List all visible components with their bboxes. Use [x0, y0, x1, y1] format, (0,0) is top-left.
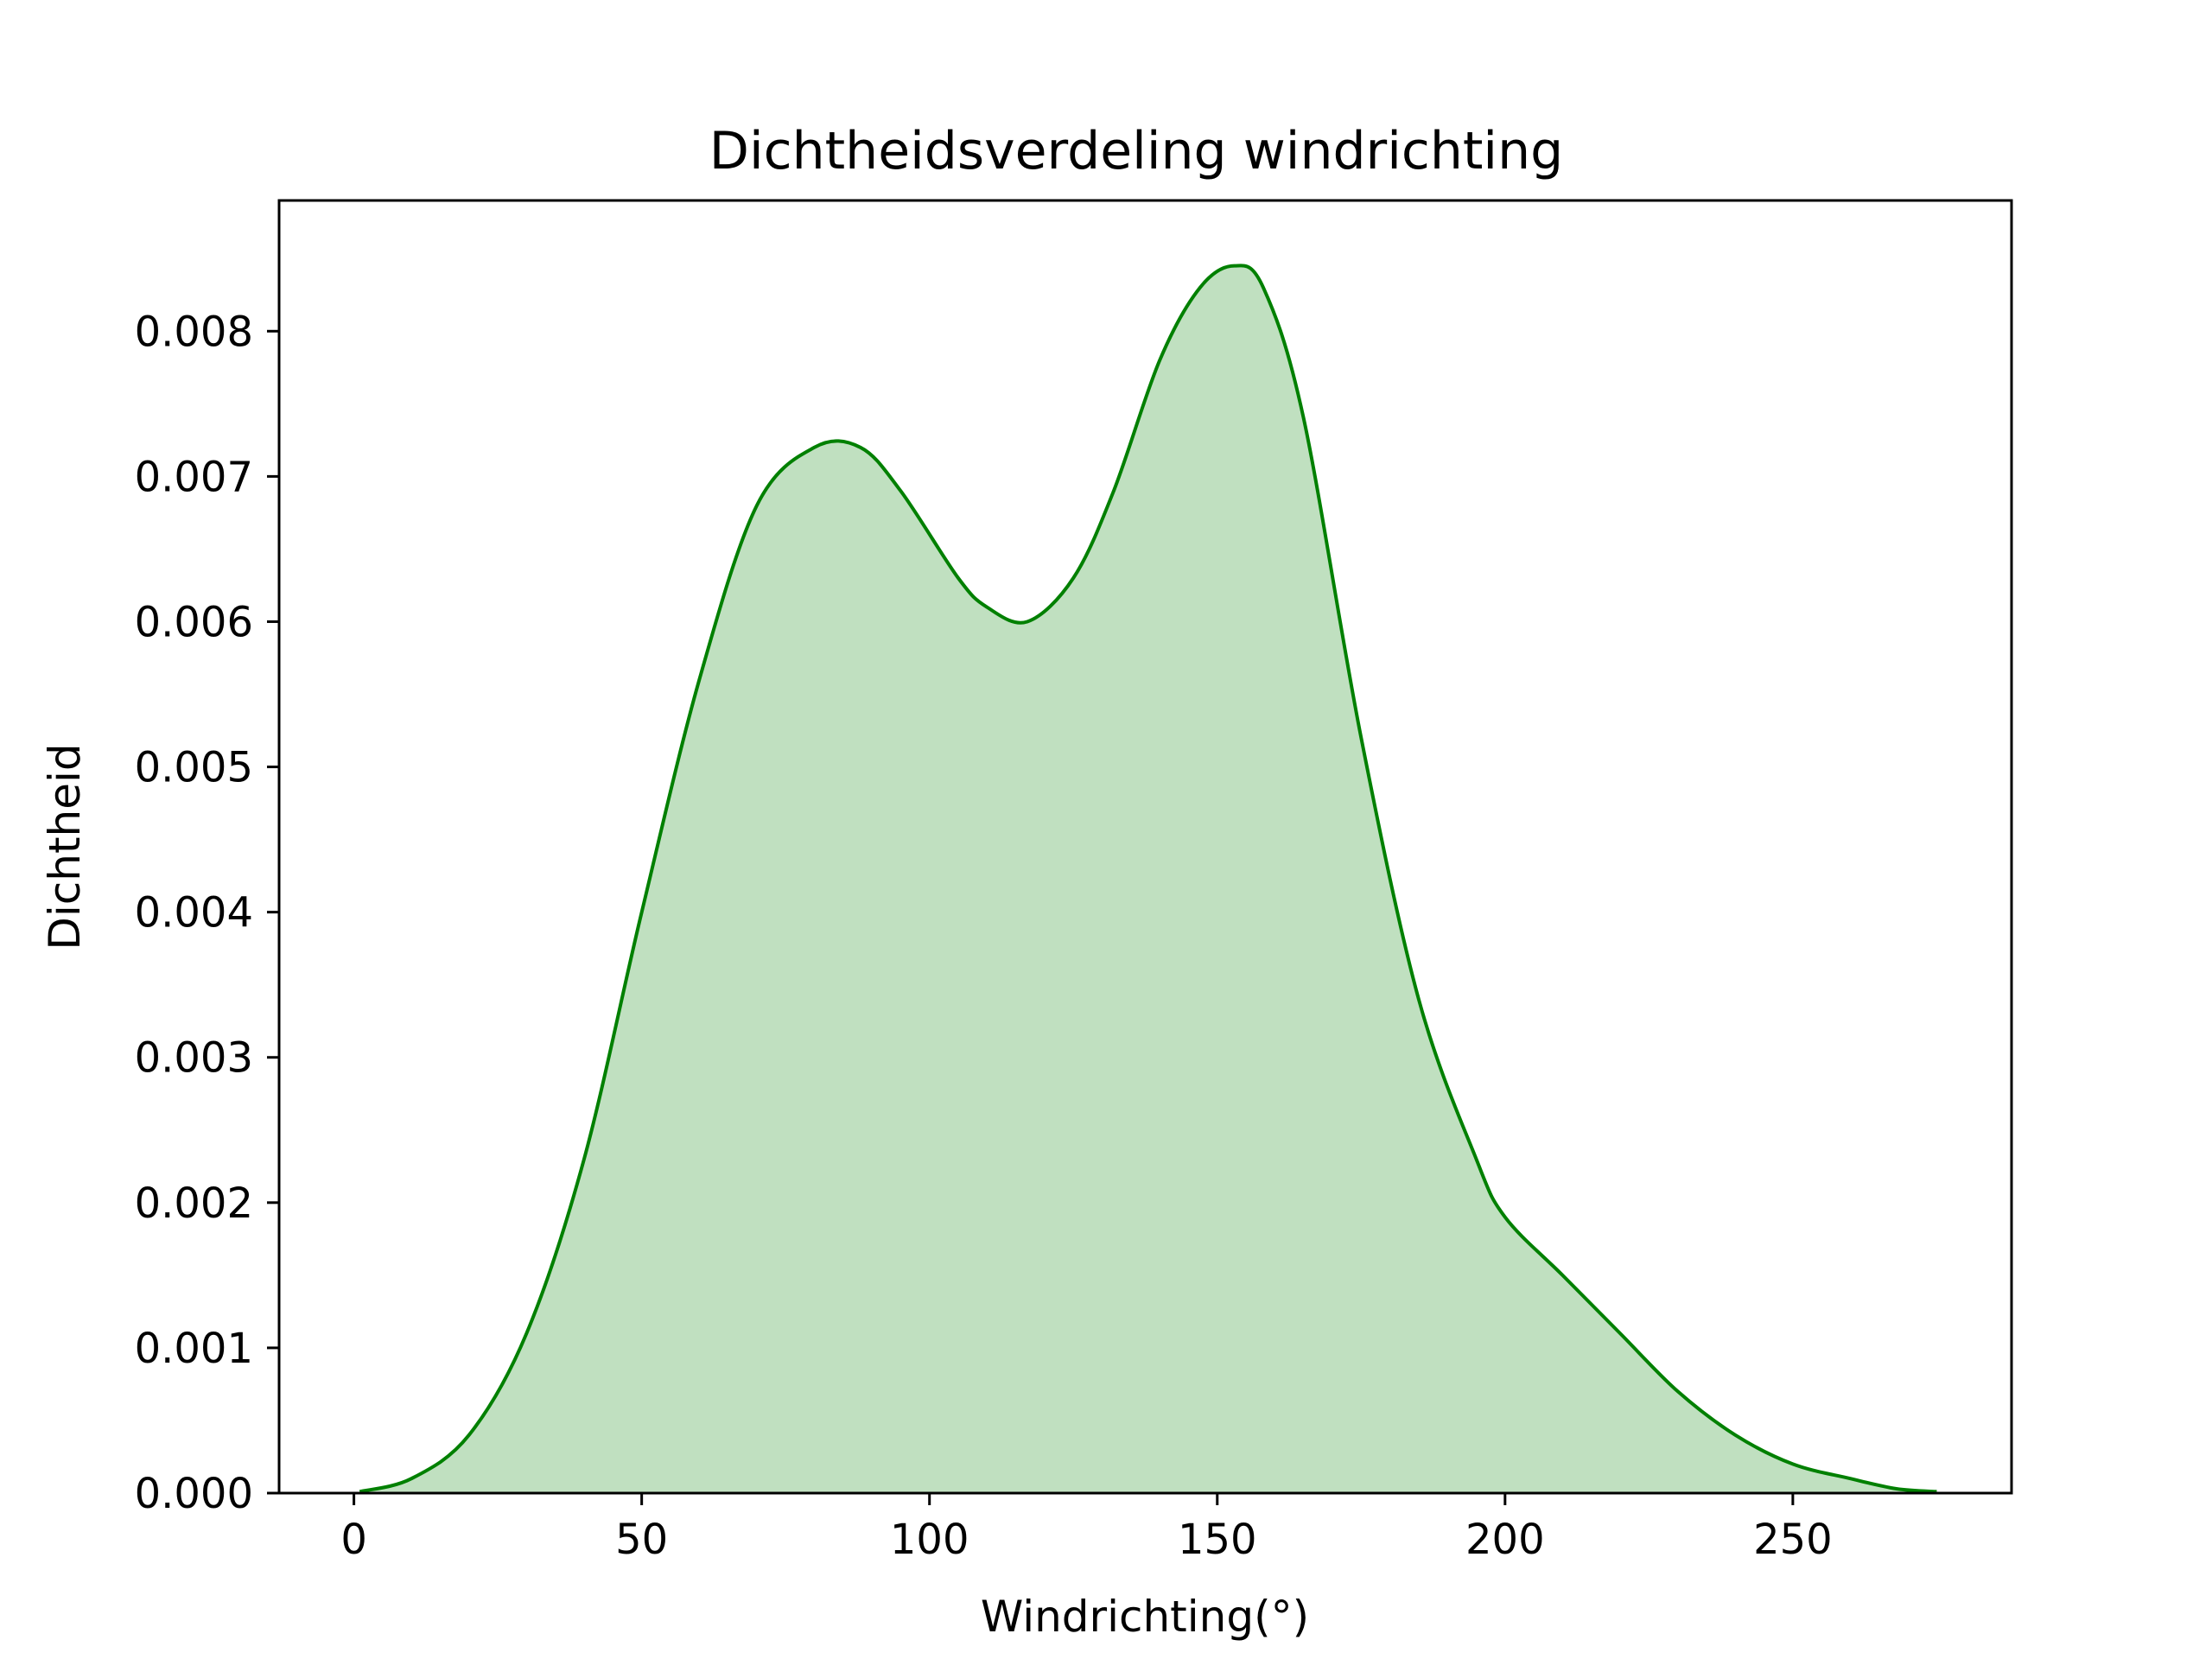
y-tick-label: 0.002 — [135, 1179, 253, 1228]
y-tick-label: 0.004 — [135, 889, 253, 938]
y-tick-label: 0.006 — [135, 598, 253, 646]
y-tick-label: 0.007 — [135, 453, 253, 501]
x-tick-label: 100 — [890, 1516, 969, 1564]
y-tick-label: 0.005 — [135, 744, 253, 792]
chart-title: Dichtheidsverdeling windrichting — [709, 121, 1563, 181]
density-line-0 — [359, 264, 1937, 1494]
x-axis: 0 50 100 150 200 250 — [340, 1493, 1833, 1564]
y-tick-label: 0.000 — [135, 1470, 253, 1518]
x-tick-label: 50 — [615, 1516, 668, 1564]
y-tick-label: 0.001 — [135, 1325, 253, 1373]
axes-frame — [277, 199, 2013, 1495]
y-axis: 0.000 0.001 0.002 0.003 0.004 0.005 0.006 0.007… — [135, 308, 279, 1518]
x-tick-label: 250 — [1753, 1516, 1833, 1564]
density-area-0 — [359, 265, 1937, 1493]
x-axis-title: Windrichting(°) — [981, 1592, 1309, 1642]
x-tick-label: 150 — [1178, 1516, 1257, 1564]
y-axis-title: Dichtheid — [40, 743, 90, 950]
x-tick-label: 200 — [1465, 1516, 1545, 1564]
y-tick-label: 0.003 — [135, 1034, 253, 1083]
plot-area — [359, 264, 1937, 1494]
x-tick-label: 0 — [340, 1516, 367, 1564]
y-tick-label: 0.008 — [135, 308, 253, 356]
